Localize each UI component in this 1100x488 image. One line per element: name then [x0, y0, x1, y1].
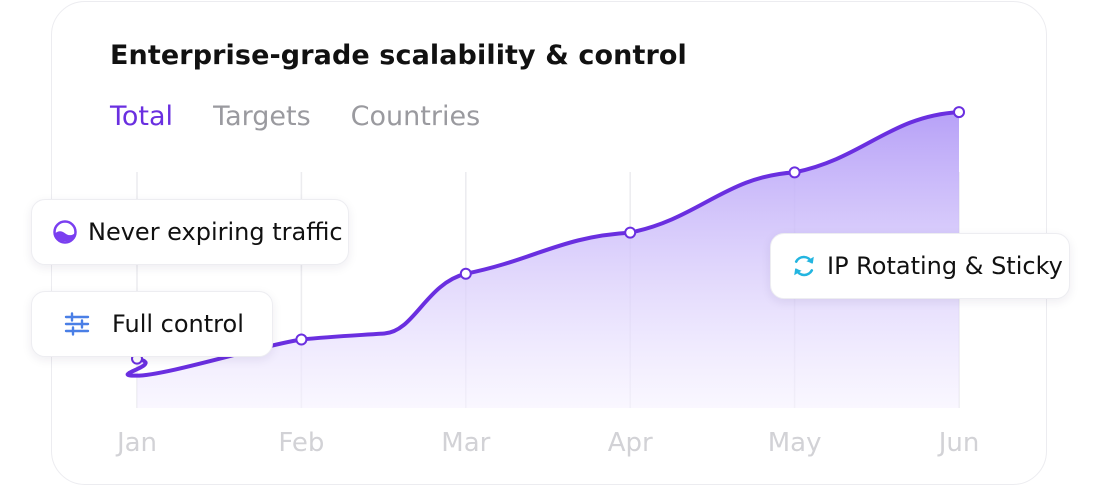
chart-area-fill [127, 112, 959, 408]
full-control-badge: Full control [31, 291, 273, 357]
data-point-mar [459, 267, 472, 280]
ip-rotating-label: IP Rotating & Sticky [827, 252, 1063, 280]
half-filled-circle-icon [52, 219, 78, 245]
data-point-may [788, 166, 801, 179]
never-expiring-traffic-badge: Never expiring traffic [31, 199, 349, 265]
x-tick-label-jun: Jun [937, 428, 980, 458]
x-tick-label-apr: Apr [608, 428, 653, 458]
refresh-arrows-icon [791, 253, 817, 279]
data-point-feb [295, 333, 308, 346]
x-tick-label-jan: Jan [115, 428, 157, 458]
never-expiring-label: Never expiring traffic [88, 218, 343, 246]
x-tick-label-may: May [768, 428, 822, 458]
x-tick-label-feb: Feb [278, 428, 324, 458]
tab-targets[interactable]: Targets [213, 101, 311, 132]
x-tick-label-mar: Mar [441, 428, 490, 458]
card-title: Enterprise-grade scalability & control [110, 40, 687, 71]
tab-bar: Total Targets Countries [110, 101, 480, 132]
sliders-icon [64, 311, 90, 337]
tab-total[interactable]: Total [110, 101, 174, 132]
data-point-apr [624, 226, 637, 239]
tab-countries[interactable]: Countries [350, 101, 481, 132]
data-point-jun [953, 106, 965, 119]
ip-rotating-badge: IP Rotating & Sticky [770, 233, 1070, 299]
full-control-label: Full control [112, 310, 244, 338]
